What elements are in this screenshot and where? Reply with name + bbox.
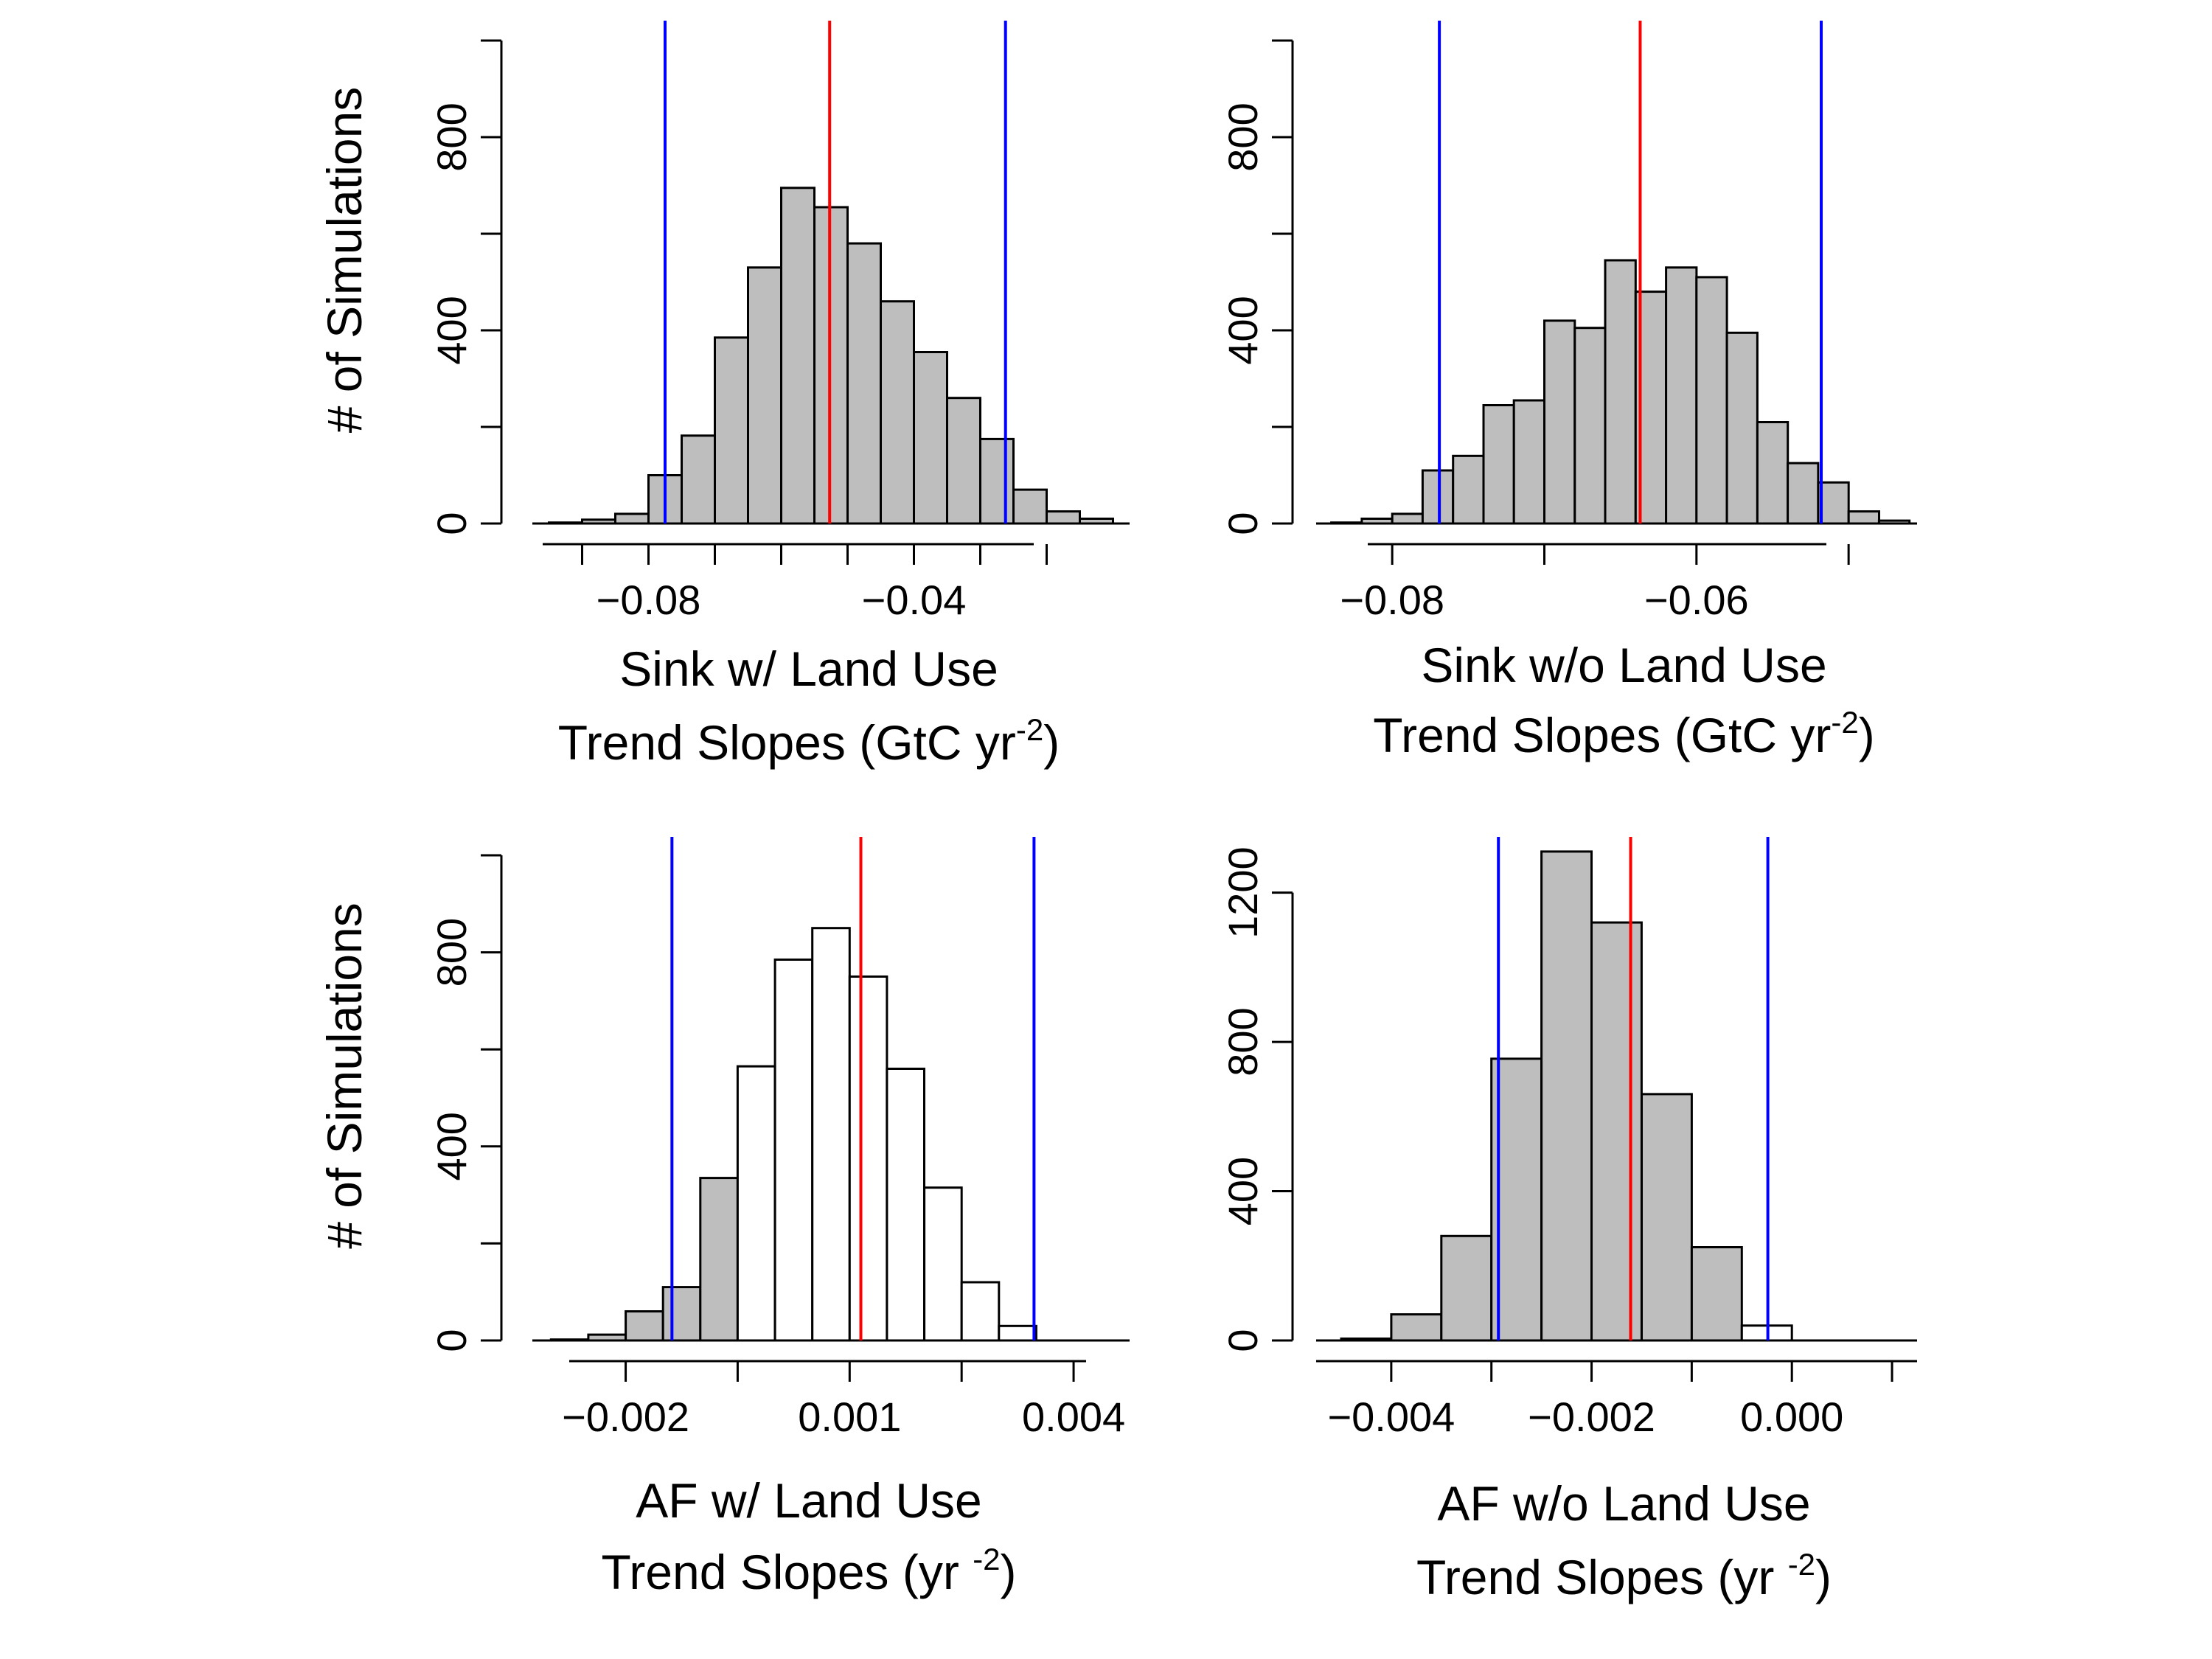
histogram-bar	[1756, 421, 1790, 525]
x-axis-subtitle: Trend Slopes (yr -2)	[601, 1542, 1016, 1599]
y-tick-label: 800	[428, 918, 475, 987]
histogram-bar	[998, 1324, 1037, 1342]
histogram-bar	[1046, 510, 1081, 525]
histogram-bar	[960, 1281, 1001, 1342]
histogram-bar	[846, 242, 882, 525]
histogram-bar	[1590, 921, 1643, 1342]
histogram-bar	[681, 434, 716, 525]
histogram-bar	[886, 1068, 926, 1342]
histogram-bar	[1512, 399, 1545, 525]
histogram-bar	[736, 1065, 776, 1342]
y-tick-label: 0	[428, 512, 475, 535]
histogram-bar	[923, 1186, 963, 1342]
x-axis-title: Sink w/o Land Use	[1421, 638, 1826, 692]
histogram-bar	[811, 927, 851, 1342]
histogram-bar	[1604, 259, 1637, 525]
histogram-bar	[1725, 331, 1759, 525]
histogram-bar	[1540, 850, 1593, 1342]
histogram-bar	[1390, 1313, 1443, 1342]
histogram-bar	[1847, 510, 1880, 525]
histogram-bar	[699, 1177, 739, 1342]
y-tick-label: 0	[1220, 512, 1266, 535]
x-tick-label: −0.004	[1327, 1394, 1455, 1440]
histogram-bar	[780, 187, 815, 525]
x-tick-label: 0.000	[1740, 1394, 1843, 1440]
x-tick-label: 0.004	[1022, 1394, 1125, 1440]
histogram-bar	[848, 975, 888, 1342]
x-tick-label: −0.08	[597, 577, 701, 623]
y-tick-label: 400	[1220, 296, 1266, 364]
x-axis-title: AF w/o Land Use	[1437, 1476, 1810, 1531]
histogram-bar	[1690, 1246, 1743, 1342]
histogram-bar	[1421, 469, 1455, 525]
y-axis-title: # of Simulations	[317, 902, 372, 1249]
histogram-bar	[773, 959, 814, 1342]
y-tick-label: 800	[1220, 102, 1266, 171]
histogram-bar	[1391, 512, 1424, 525]
y-tick-label: 1200	[1220, 846, 1266, 939]
y-tick-label: 0	[428, 1329, 475, 1352]
histogram-bar	[614, 512, 650, 525]
histogram-bar	[661, 1286, 702, 1342]
x-axis-subtitle: Trend Slopes (yr -2)	[1416, 1547, 1832, 1604]
x-axis-subtitle: Trend Slopes (GtC yr-2)	[558, 712, 1060, 770]
histogram-bar	[1452, 454, 1485, 525]
x-axis-title: AF w/ Land Use	[636, 1473, 982, 1528]
histogram-bar	[1641, 1093, 1693, 1342]
histogram-bar	[625, 1310, 664, 1342]
histogram-bar	[1817, 481, 1850, 525]
histogram-bar	[1695, 276, 1728, 525]
histogram-bar	[747, 266, 782, 525]
histogram-bar	[1012, 488, 1048, 525]
histogram-bar	[1665, 266, 1698, 525]
y-tick-label: 0	[1220, 1329, 1266, 1352]
panel-bottom-right: 0 400 800 1200 −0.004 −0.002 0.000 AF w/o Land …	[1220, 837, 1917, 1604]
x-axis-title: Sink w/ Land Use	[619, 641, 998, 696]
histogram-bar	[946, 397, 981, 525]
y-tick-label: 400	[1220, 1157, 1266, 1225]
x-tick-label: 0.001	[798, 1394, 901, 1440]
histogram-bar	[913, 351, 948, 525]
y-tick-label: 400	[428, 1112, 475, 1180]
y-tick-label: 800	[428, 102, 475, 171]
x-axis-subtitle: Trend Slopes (GtC yr-2)	[1373, 705, 1874, 762]
histogram-bar	[1787, 462, 1820, 525]
x-tick-label: −0.06	[1644, 577, 1749, 623]
x-tick-label: −0.08	[1340, 577, 1444, 623]
histogram-bar	[1482, 404, 1515, 525]
y-tick-label: 800	[1220, 1007, 1266, 1076]
histogram-bar	[979, 437, 1015, 525]
x-tick-label: −0.04	[862, 577, 967, 623]
histogram-bar	[880, 300, 915, 525]
y-axis-title: # of Simulations	[317, 87, 372, 434]
panel-top-left: 0 400 800 −0.08 −0.04 Sink w/ Land Use Trend S…	[317, 21, 1130, 770]
x-tick-label: −0.002	[562, 1394, 689, 1440]
x-tick-label: −0.002	[1528, 1394, 1655, 1440]
histogram-bar	[714, 336, 749, 525]
panel-bottom-left: 0 400 800 −0.002 0.001 0.004 AF w/ Land Use Tre…	[317, 837, 1130, 1599]
histogram-bar	[1440, 1234, 1493, 1342]
y-tick-label: 400	[428, 296, 475, 364]
histogram-bar	[1573, 327, 1607, 525]
panel-top-right: 0 400 800 −0.08 −0.06 Sink w/o Land Use Trend …	[1220, 21, 1917, 762]
histogram-bar	[1543, 319, 1576, 525]
